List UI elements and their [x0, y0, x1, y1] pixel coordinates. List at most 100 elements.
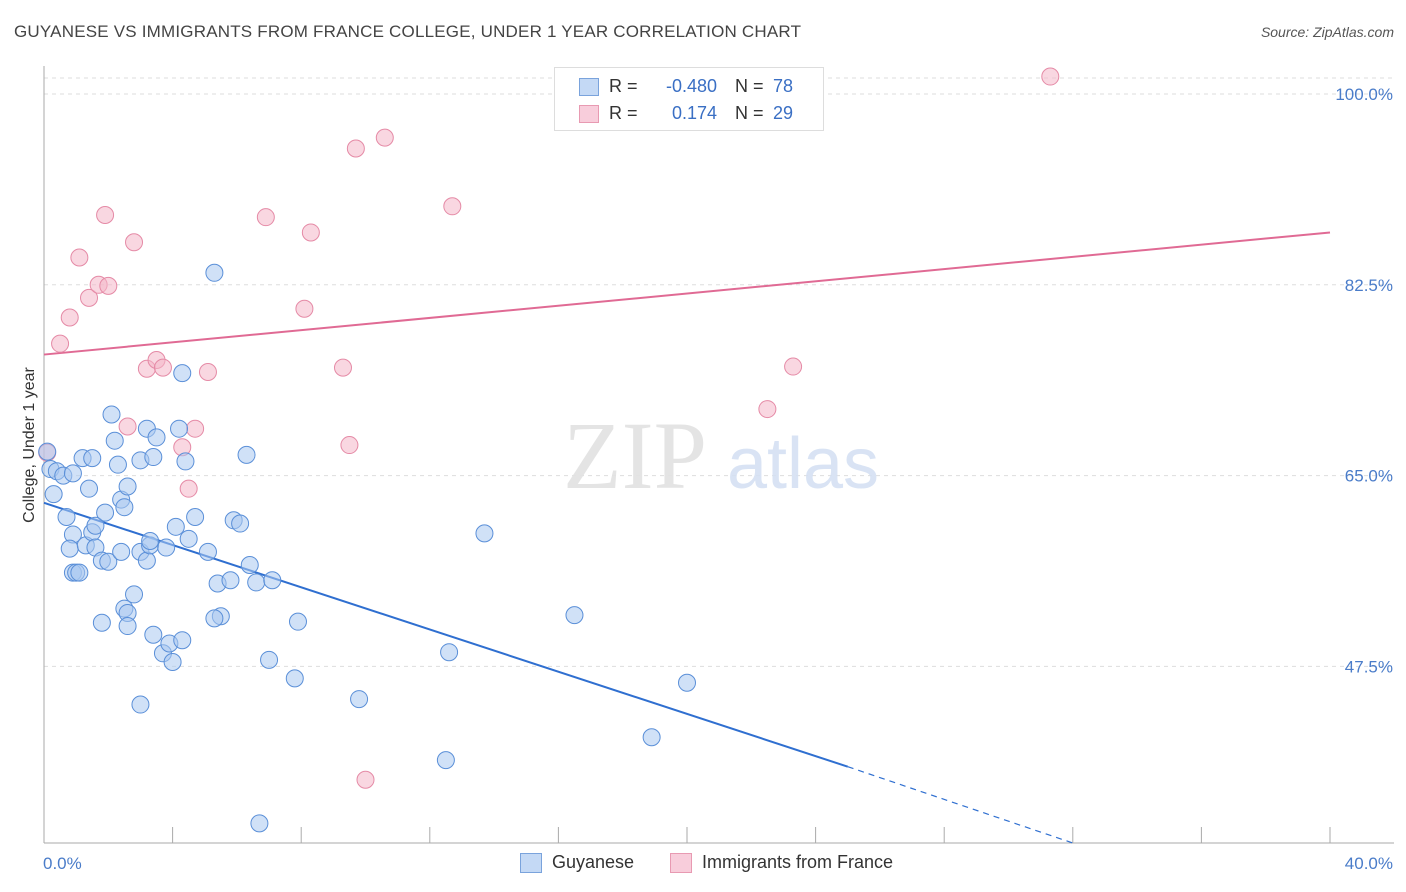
guyanese-point	[115, 498, 134, 517]
france-point	[333, 358, 352, 377]
guyanese-point	[144, 625, 163, 644]
guyanese-point	[285, 669, 304, 688]
legend-swatch-pink	[579, 105, 599, 124]
guyanese-point	[105, 431, 124, 450]
guyanese-point	[170, 419, 189, 438]
guyanese-point	[231, 514, 250, 533]
guyanese-point	[440, 643, 459, 662]
france-point	[784, 357, 803, 376]
france-point	[346, 139, 365, 158]
legend-n-label: N =	[735, 76, 764, 96]
guyanese-point	[57, 508, 76, 527]
france-point	[301, 223, 320, 242]
guyanese-point	[141, 531, 160, 550]
guyanese-point	[678, 673, 696, 692]
guyanese-point	[166, 517, 185, 536]
france-point	[198, 363, 217, 382]
chart-title: GUYANESE VS IMMIGRANTS FROM FRANCE COLLE…	[14, 22, 802, 41]
bottom-legend-swatch-pink	[670, 853, 692, 874]
guyanese-point	[565, 606, 584, 625]
bottom-legend-label-guyanese: Guyanese	[552, 852, 635, 872]
france-point	[60, 308, 79, 327]
france-point	[375, 128, 394, 147]
france-point	[80, 288, 99, 307]
france-point	[295, 299, 314, 318]
france-point	[758, 400, 777, 419]
guyanese-point	[92, 613, 111, 632]
france-point	[118, 417, 137, 436]
guyanese-point	[157, 538, 176, 557]
guyanese-point	[205, 263, 224, 282]
legend-row-guyanese: R = -0.480 N = 78	[579, 76, 793, 100]
guyanese-point	[475, 524, 494, 543]
y-axis-label: College, Under 1 year	[21, 367, 38, 523]
bottom-legend-guyanese: Guyanese	[520, 852, 635, 874]
guyanese-point	[642, 728, 661, 747]
guyanese-point	[99, 552, 118, 571]
y-tick-label: 82.5%	[1345, 276, 1393, 295]
guyanese-point	[237, 445, 256, 464]
bottom-legend-france: Immigrants from France	[670, 852, 894, 874]
trend-line-guyanese-extension	[847, 766, 1073, 844]
trend-lines	[43, 231, 1331, 844]
france-point	[96, 206, 115, 225]
france-point	[443, 197, 462, 216]
guyanese-point	[38, 442, 57, 461]
y-tick-label: 47.5%	[1345, 657, 1393, 676]
guyanese-point	[288, 612, 307, 631]
france-point	[179, 479, 198, 498]
france-point	[340, 436, 359, 455]
watermark-zip: ZIP	[563, 402, 707, 509]
guyanese-point	[102, 405, 121, 424]
guyanese-point	[173, 364, 192, 383]
bottom-legend-swatch-blue	[520, 853, 542, 874]
guyanese-point	[260, 650, 279, 669]
guyanese-point	[131, 695, 150, 714]
guyanese-point	[221, 571, 240, 590]
guyanese-point	[250, 814, 269, 833]
guyanese-point	[44, 485, 63, 504]
guyanese-point	[60, 539, 79, 558]
y-tick-label: 100.0%	[1335, 85, 1393, 104]
watermark-atlas: atlas	[727, 424, 879, 504]
source-label: Source: ZipAtlas.com	[1260, 24, 1394, 40]
guyanese-point	[198, 542, 217, 561]
bottom-legend-label-france: Immigrants from France	[702, 852, 894, 872]
guyanese-point	[205, 609, 224, 628]
france-point	[51, 334, 70, 353]
guyanese-point	[186, 508, 205, 527]
x-tick-label: 0.0%	[43, 854, 82, 873]
guyanese-point	[83, 449, 102, 468]
watermark: ZIP atlas	[563, 402, 879, 509]
legend-swatch-blue	[579, 78, 599, 97]
guyanese-point	[70, 563, 89, 582]
guyanese-point	[112, 542, 131, 561]
legend-r-label: R =	[609, 76, 638, 96]
guyanese-point	[350, 690, 369, 709]
grid-lines	[44, 77, 1394, 667]
legend-n-label: N =	[735, 103, 764, 123]
guyanese-point	[173, 631, 192, 650]
legend-n-value: 29	[773, 103, 794, 123]
legend-r-value: 0.174	[671, 103, 717, 123]
guyanese-point	[118, 477, 137, 496]
guyanese-point	[263, 571, 282, 590]
trend-line-guyanese	[43, 501, 849, 768]
guyanese-point	[96, 503, 115, 522]
france-point	[1041, 67, 1060, 86]
legend-r-value: -0.480	[665, 76, 717, 96]
y-tick-label: 65.0%	[1345, 467, 1393, 486]
guyanese-point	[86, 516, 105, 535]
france-point	[153, 358, 172, 377]
guyanese-point	[176, 452, 195, 471]
guyanese-point	[247, 573, 266, 592]
france-point	[99, 276, 118, 295]
guyanese-point	[179, 529, 198, 548]
correlation-legend: R = -0.480 N = 78 R = 0.174 N = 29	[554, 67, 824, 131]
france-point	[186, 419, 205, 438]
guyanese-point	[137, 551, 156, 570]
guyanese-point	[144, 448, 163, 467]
france-point	[125, 233, 144, 252]
france-point	[70, 248, 89, 267]
